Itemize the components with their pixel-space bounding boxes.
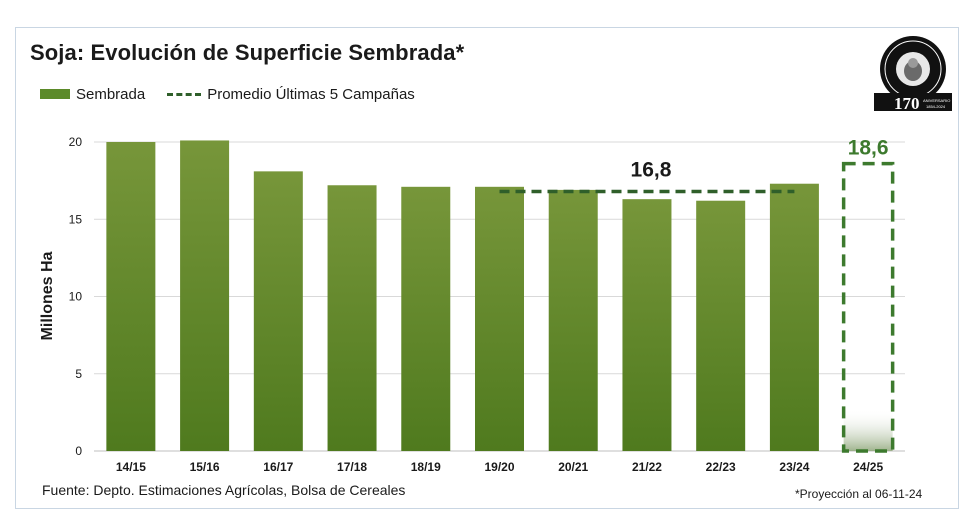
chart-legend: Sembrada Promedio Últimas 5 Campañas bbox=[40, 84, 415, 104]
x-tick-label: 18/19 bbox=[411, 460, 441, 474]
y-tick-label: 0 bbox=[75, 444, 82, 458]
y-tick-label: 10 bbox=[69, 290, 83, 304]
svg-text:ANIVERSARIO: ANIVERSARIO bbox=[923, 98, 950, 103]
chart-frame bbox=[15, 27, 959, 509]
bar-20-21 bbox=[548, 189, 598, 451]
bar-23-24 bbox=[769, 183, 819, 451]
x-tick-label: 19/20 bbox=[484, 460, 514, 474]
bolsa-de-cereales-logo: 170 ANIVERSARIO 1854-2024 bbox=[874, 36, 952, 113]
bar-17-18 bbox=[327, 185, 377, 451]
x-tick-label: 17/18 bbox=[337, 460, 367, 474]
bar-19-20 bbox=[475, 186, 524, 451]
y-tick-label: 5 bbox=[75, 367, 82, 381]
x-tick-label: 15/16 bbox=[190, 460, 220, 474]
overlay-layer: 16,8 18,6 bbox=[499, 137, 895, 453]
y-tick-label: 15 bbox=[69, 212, 83, 226]
x-tick-label: 23/24 bbox=[779, 460, 809, 474]
x-tick-label: 20/21 bbox=[558, 460, 588, 474]
bar-14-15 bbox=[106, 142, 156, 451]
bar-18-19 bbox=[401, 186, 451, 451]
x-tick-label: 21/22 bbox=[632, 460, 662, 474]
legend-bar-swatch bbox=[40, 89, 70, 99]
x-tick-label: 16/17 bbox=[263, 460, 293, 474]
bar-21-22 bbox=[622, 199, 672, 451]
bars-layer bbox=[106, 140, 819, 452]
bar-15-16 bbox=[180, 140, 230, 451]
svg-text:1854-2024: 1854-2024 bbox=[926, 104, 946, 109]
x-tick-label: 22/23 bbox=[706, 460, 736, 474]
chart-title: Soja: Evolución de Superficie Sembrada* bbox=[30, 40, 465, 65]
x-tick-label: 24/25 bbox=[853, 460, 883, 474]
y-tick-label: 20 bbox=[69, 135, 83, 149]
projection-value-label: 18,6 bbox=[848, 137, 889, 160]
axis-layer: 0 5 10 15 20 14/15 15/16 16/17 17/18 18/19 19/20 20… bbox=[69, 135, 884, 474]
average-value-label: 16,8 bbox=[631, 158, 672, 181]
projection-note: *Proyección al 06-11-24 bbox=[795, 487, 923, 501]
source-note: Fuente: Depto. Estimaciones Agrícolas, B… bbox=[42, 482, 406, 498]
bar-16-17 bbox=[253, 171, 303, 452]
legend-bar-label: Sembrada bbox=[76, 85, 146, 103]
x-tick-label: 14/15 bbox=[116, 460, 146, 474]
bar-22-23 bbox=[696, 200, 746, 451]
legend-line-swatch bbox=[167, 92, 202, 96]
y-axis-label: Millones Ha bbox=[39, 251, 56, 340]
projection-bar bbox=[841, 161, 895, 453]
legend-line-label: Promedio Últimas 5 Campañas bbox=[207, 85, 415, 103]
logo-anniversary-number: 170 bbox=[894, 94, 920, 113]
projection-fill bbox=[843, 409, 893, 451]
